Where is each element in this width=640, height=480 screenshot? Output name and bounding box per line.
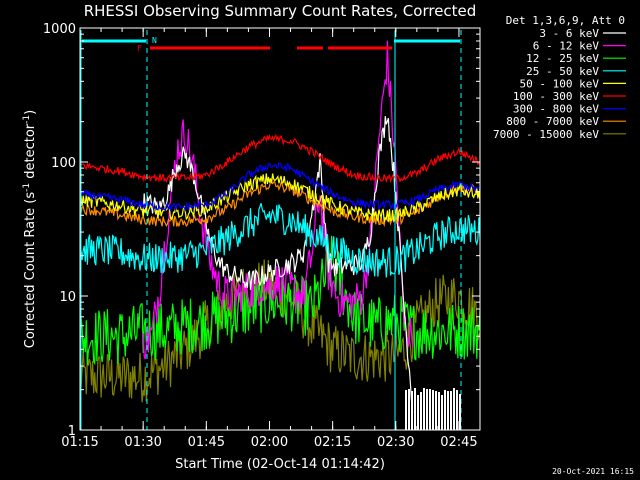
saa-label: N: [152, 36, 157, 45]
y-tick-label: 10: [59, 290, 76, 305]
y-tick-label: 100: [51, 156, 76, 171]
chart-title: RHESSI Observing Summary Count Rates, Co…: [84, 2, 477, 20]
legend-item: 6 - 12 keV: [533, 40, 626, 53]
axis-layer: 1 10 100 1000 01:15 01:30 01:45 02:00 02:15 02:30…: [43, 22, 481, 450]
legend-item: 25 - 50 keV: [526, 65, 626, 78]
legend-item: 100 - 300 keV: [513, 90, 626, 103]
flare-label: F: [137, 44, 142, 53]
legend-label: 50 - 100 keV: [520, 77, 600, 90]
series-7000-15000-kev: [79, 259, 481, 403]
series-layer: [79, 40, 481, 413]
x-tick-label: 01:45: [188, 435, 225, 450]
legend-item: 7000 - 15000 keV: [493, 128, 626, 141]
legend-label: 25 - 50 keV: [526, 65, 599, 78]
legend-item: 12 - 25 keV: [526, 52, 626, 65]
series-3-6-kev: [142, 116, 414, 413]
legend-label: 12 - 25 keV: [526, 52, 599, 65]
legend-label: 6 - 12 keV: [533, 40, 600, 53]
annotation-layer: NF: [80, 30, 462, 430]
legend-item: 300 - 800 keV: [513, 103, 626, 116]
x-tick-label: 02:30: [377, 435, 414, 450]
x-tick-label: 01:30: [124, 435, 161, 450]
legend-label: 800 - 7000 keV: [506, 115, 599, 128]
timestamp: 20-Oct-2021 16:15: [552, 467, 634, 476]
y-axis-label: Corrected Count Rate (s-1 detector-1): [22, 110, 38, 348]
series-25-50-kev: [79, 203, 481, 278]
series-50-100-kev: [79, 173, 481, 223]
legend-header: Det 1,3,6,9, Att 0: [506, 14, 625, 27]
x-axis-label: Start Time (02-Oct-14 01:14:42): [175, 457, 385, 472]
x-tick-label: 02:00: [251, 435, 288, 450]
y-tick-label: 1: [68, 424, 76, 439]
legend-item: 3 - 6 keV: [539, 27, 626, 40]
legend-item: 800 - 7000 keV: [506, 115, 626, 128]
legend-label: 300 - 800 keV: [513, 103, 599, 116]
x-tick-label: 01:15: [61, 435, 98, 450]
series-100-300-kev: [79, 134, 481, 184]
legend-label: 3 - 6 keV: [539, 27, 599, 40]
y-tick-label: 1000: [43, 22, 76, 37]
legend-label: 7000 - 15000 keV: [493, 128, 599, 141]
x-tick-label: 02:15: [314, 435, 351, 450]
plot-frame: [79, 27, 481, 431]
legend-item: 50 - 100 keV: [520, 77, 626, 90]
x-tick-label: 02:45: [440, 435, 477, 450]
legend-label: 100 - 300 keV: [513, 90, 599, 103]
